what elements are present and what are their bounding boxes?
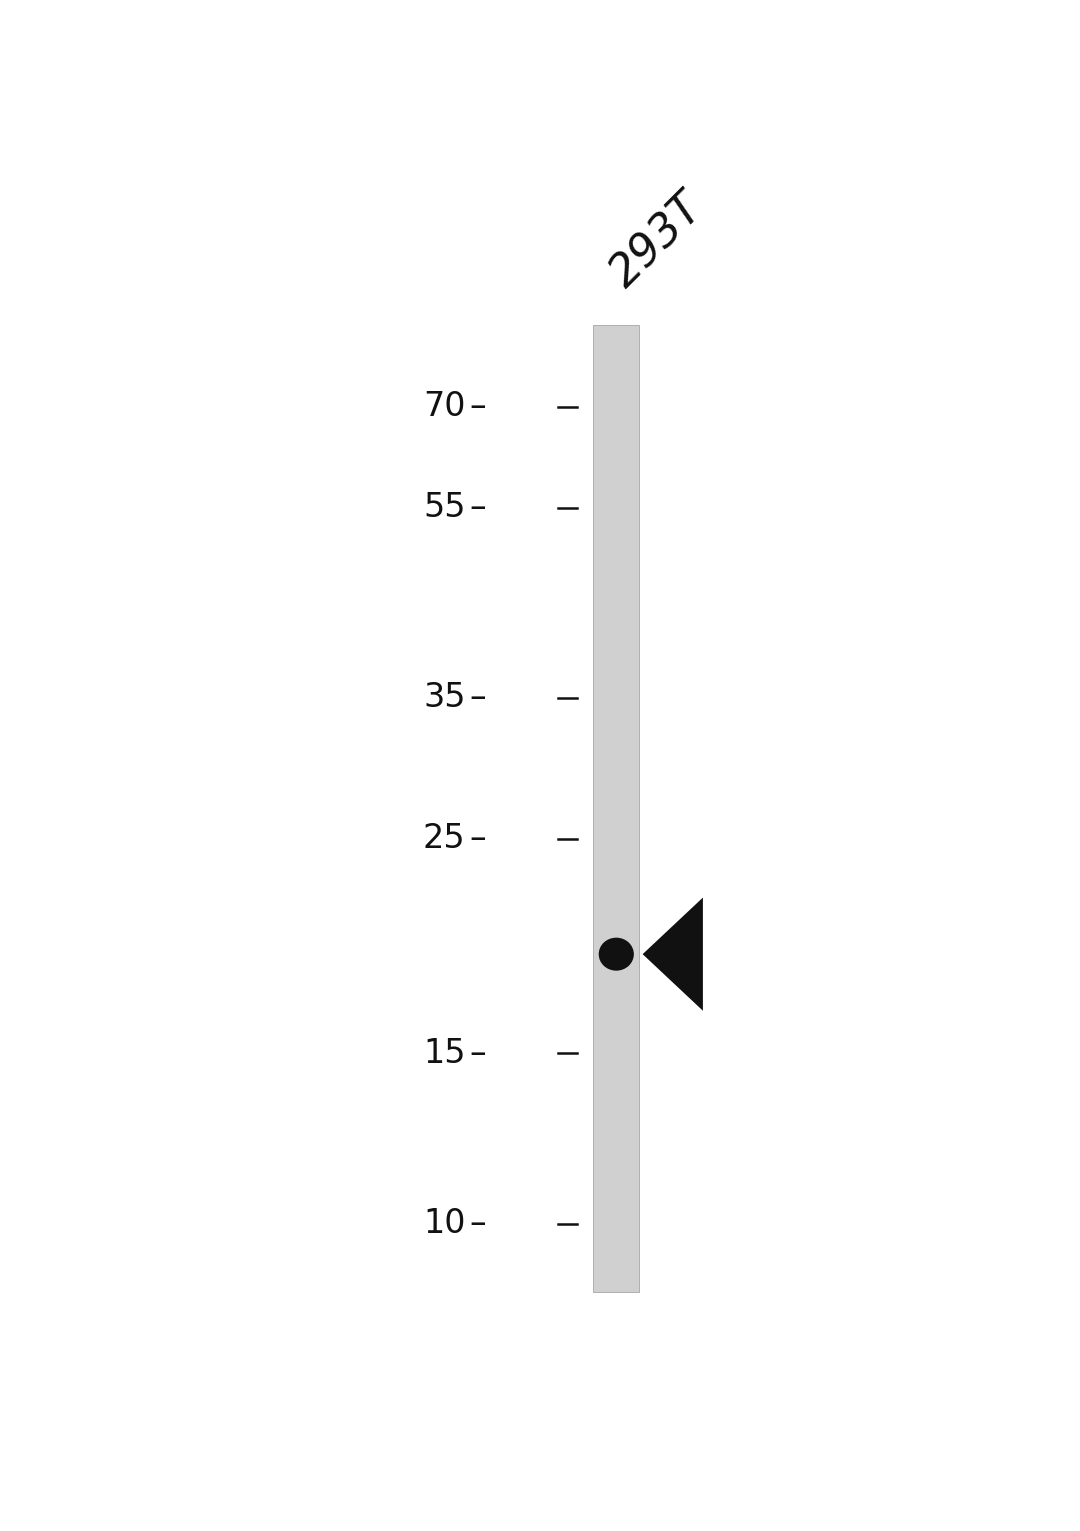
Text: 293T: 293T xyxy=(603,185,713,295)
Text: 15: 15 xyxy=(423,1036,465,1070)
Ellipse shape xyxy=(598,937,634,971)
Text: –: – xyxy=(470,681,486,713)
Text: –: – xyxy=(470,491,486,525)
Text: –: – xyxy=(470,390,486,423)
Text: 10: 10 xyxy=(423,1206,465,1240)
Polygon shape xyxy=(643,897,703,1010)
Text: 25: 25 xyxy=(423,822,465,856)
Text: 35: 35 xyxy=(423,681,465,713)
Text: –: – xyxy=(470,1036,486,1070)
Bar xyxy=(593,325,639,1292)
Text: –: – xyxy=(470,822,486,856)
Text: –: – xyxy=(470,1206,486,1240)
Text: 70: 70 xyxy=(423,390,465,423)
Text: 55: 55 xyxy=(423,491,465,525)
